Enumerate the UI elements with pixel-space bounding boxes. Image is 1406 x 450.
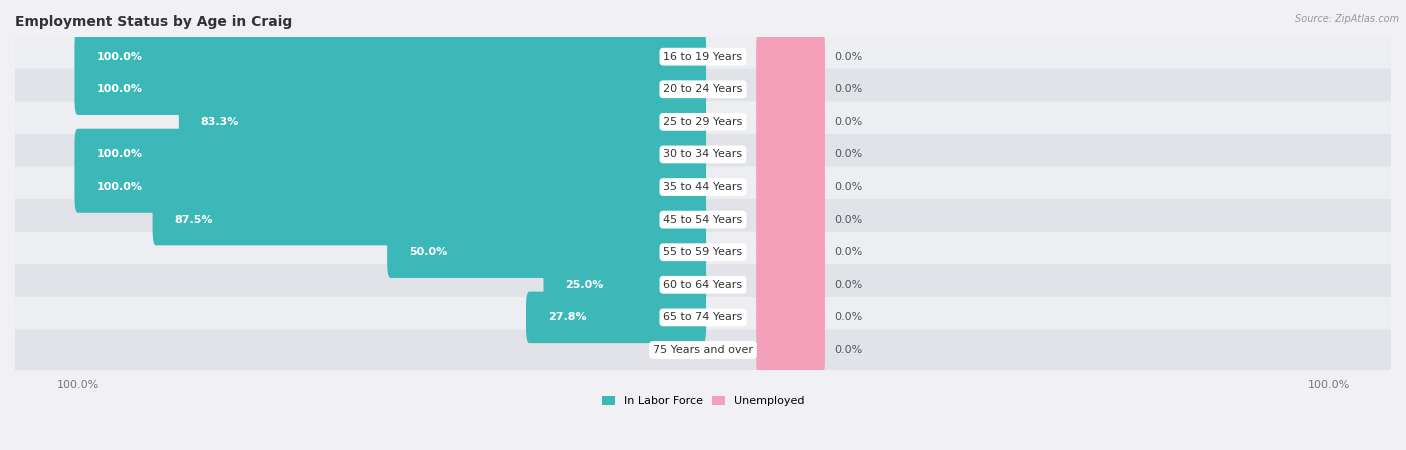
Text: 100.0%: 100.0% bbox=[96, 149, 142, 159]
FancyBboxPatch shape bbox=[756, 31, 825, 82]
Text: 0.0%: 0.0% bbox=[834, 215, 863, 225]
FancyBboxPatch shape bbox=[14, 329, 1392, 370]
FancyBboxPatch shape bbox=[14, 264, 1392, 306]
FancyBboxPatch shape bbox=[14, 199, 1392, 240]
Text: 50.0%: 50.0% bbox=[409, 247, 447, 257]
Text: 30 to 34 Years: 30 to 34 Years bbox=[664, 149, 742, 159]
Text: 0.0%: 0.0% bbox=[834, 280, 863, 290]
FancyBboxPatch shape bbox=[387, 226, 706, 278]
FancyBboxPatch shape bbox=[756, 129, 825, 180]
Text: 20 to 24 Years: 20 to 24 Years bbox=[664, 84, 742, 94]
Text: 0.0%: 0.0% bbox=[834, 117, 863, 127]
FancyBboxPatch shape bbox=[756, 96, 825, 148]
FancyBboxPatch shape bbox=[14, 134, 1392, 175]
FancyBboxPatch shape bbox=[14, 36, 1392, 77]
FancyBboxPatch shape bbox=[75, 31, 706, 82]
FancyBboxPatch shape bbox=[756, 161, 825, 213]
FancyBboxPatch shape bbox=[75, 161, 706, 213]
Text: 0.0%: 0.0% bbox=[662, 345, 690, 355]
FancyBboxPatch shape bbox=[544, 259, 706, 310]
FancyBboxPatch shape bbox=[179, 96, 706, 148]
FancyBboxPatch shape bbox=[756, 324, 825, 376]
Text: 27.8%: 27.8% bbox=[548, 312, 586, 322]
Text: 55 to 59 Years: 55 to 59 Years bbox=[664, 247, 742, 257]
Text: 0.0%: 0.0% bbox=[834, 149, 863, 159]
FancyBboxPatch shape bbox=[14, 166, 1392, 207]
Text: 0.0%: 0.0% bbox=[834, 345, 863, 355]
FancyBboxPatch shape bbox=[153, 194, 706, 245]
Text: 75 Years and over: 75 Years and over bbox=[652, 345, 754, 355]
Text: 100.0%: 100.0% bbox=[96, 52, 142, 62]
Text: 83.3%: 83.3% bbox=[201, 117, 239, 127]
Text: 0.0%: 0.0% bbox=[834, 312, 863, 322]
Text: 0.0%: 0.0% bbox=[834, 247, 863, 257]
Text: 25.0%: 25.0% bbox=[565, 280, 603, 290]
Text: 60 to 64 Years: 60 to 64 Years bbox=[664, 280, 742, 290]
FancyBboxPatch shape bbox=[756, 226, 825, 278]
Text: 100.0%: 100.0% bbox=[96, 84, 142, 94]
Text: 0.0%: 0.0% bbox=[834, 84, 863, 94]
Legend: In Labor Force, Unemployed: In Labor Force, Unemployed bbox=[598, 391, 808, 410]
FancyBboxPatch shape bbox=[526, 292, 706, 343]
Text: Employment Status by Age in Craig: Employment Status by Age in Craig bbox=[15, 15, 292, 29]
FancyBboxPatch shape bbox=[75, 129, 706, 180]
Text: 100.0%: 100.0% bbox=[96, 182, 142, 192]
FancyBboxPatch shape bbox=[75, 63, 706, 115]
FancyBboxPatch shape bbox=[14, 69, 1392, 110]
FancyBboxPatch shape bbox=[14, 101, 1392, 142]
FancyBboxPatch shape bbox=[756, 292, 825, 343]
Text: 25 to 29 Years: 25 to 29 Years bbox=[664, 117, 742, 127]
Text: 87.5%: 87.5% bbox=[174, 215, 212, 225]
FancyBboxPatch shape bbox=[756, 259, 825, 310]
Text: 45 to 54 Years: 45 to 54 Years bbox=[664, 215, 742, 225]
FancyBboxPatch shape bbox=[756, 63, 825, 115]
Text: Source: ZipAtlas.com: Source: ZipAtlas.com bbox=[1295, 14, 1399, 23]
FancyBboxPatch shape bbox=[14, 297, 1392, 338]
Text: 35 to 44 Years: 35 to 44 Years bbox=[664, 182, 742, 192]
FancyBboxPatch shape bbox=[14, 232, 1392, 273]
Text: 16 to 19 Years: 16 to 19 Years bbox=[664, 52, 742, 62]
Text: 65 to 74 Years: 65 to 74 Years bbox=[664, 312, 742, 322]
Text: 0.0%: 0.0% bbox=[834, 182, 863, 192]
FancyBboxPatch shape bbox=[756, 194, 825, 245]
Text: 0.0%: 0.0% bbox=[834, 52, 863, 62]
